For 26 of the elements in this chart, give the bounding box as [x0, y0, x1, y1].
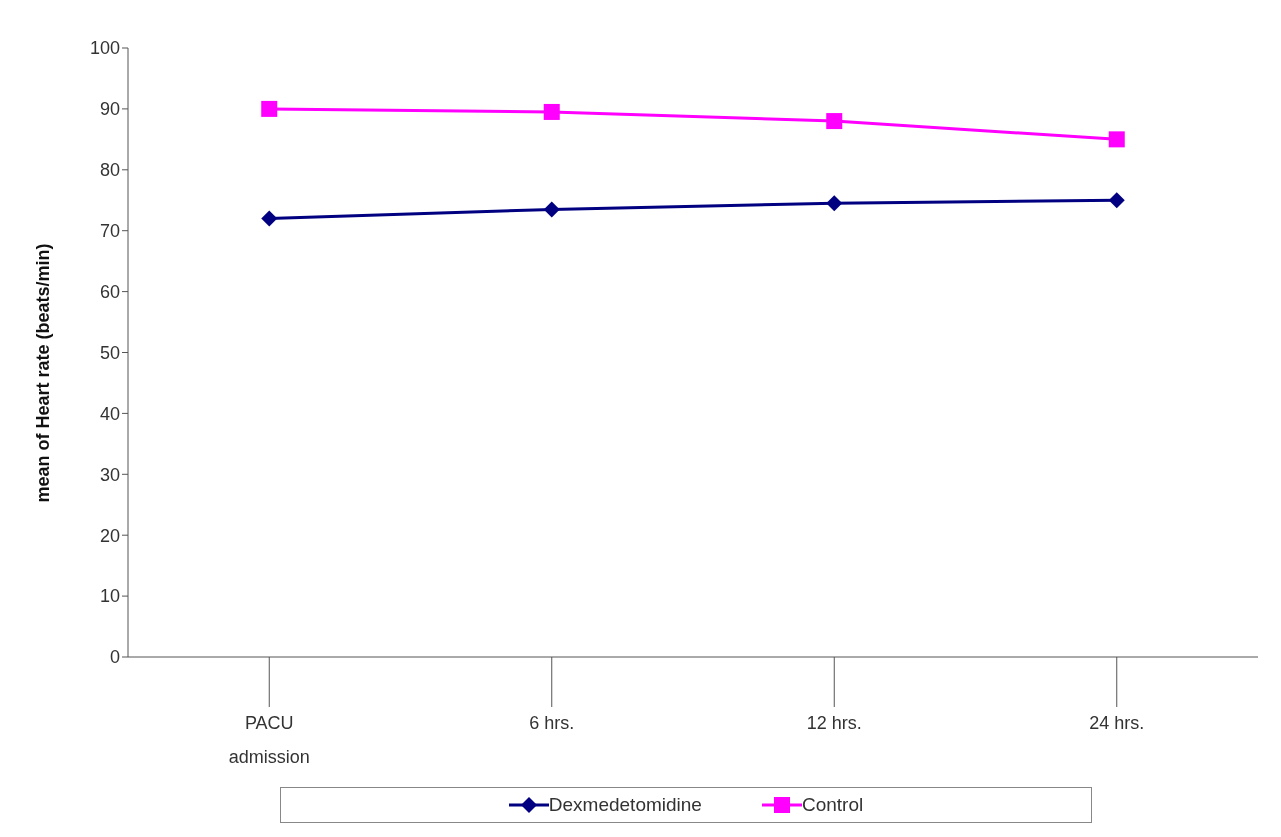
point [826, 113, 843, 130]
y-axis-title: mean of Heart rate (beats/min) [33, 243, 54, 503]
y-tick-label: 100 [89, 38, 120, 59]
x-tick-label: PACU admission [228, 713, 310, 767]
y-tick-label: 30 [99, 464, 120, 485]
y-tick-label: 50 [99, 342, 120, 363]
y-tick-label: 10 [99, 586, 120, 607]
point [826, 195, 843, 212]
point [543, 201, 560, 218]
x-tick-label: 12 hrs. [806, 713, 862, 733]
y-tick-label: 20 [99, 525, 120, 546]
point [543, 103, 560, 120]
y-tick-label: 80 [99, 160, 120, 181]
x-tick-label: 6 hrs. [529, 713, 575, 733]
y-tick-label: 70 [99, 221, 120, 242]
y-tick-label: 0 [109, 647, 120, 668]
x-tick-label: 24 hrs. [1089, 713, 1145, 733]
legend-label: Dexmedetomidine [547, 794, 702, 816]
y-tick-label: 40 [99, 403, 120, 424]
legend-label: Control [800, 794, 864, 816]
point [261, 100, 278, 117]
y-tick-label: 60 [99, 281, 120, 302]
y-tick-label: 90 [99, 99, 120, 120]
point [1108, 192, 1125, 209]
point [1108, 131, 1125, 148]
point [261, 210, 278, 227]
